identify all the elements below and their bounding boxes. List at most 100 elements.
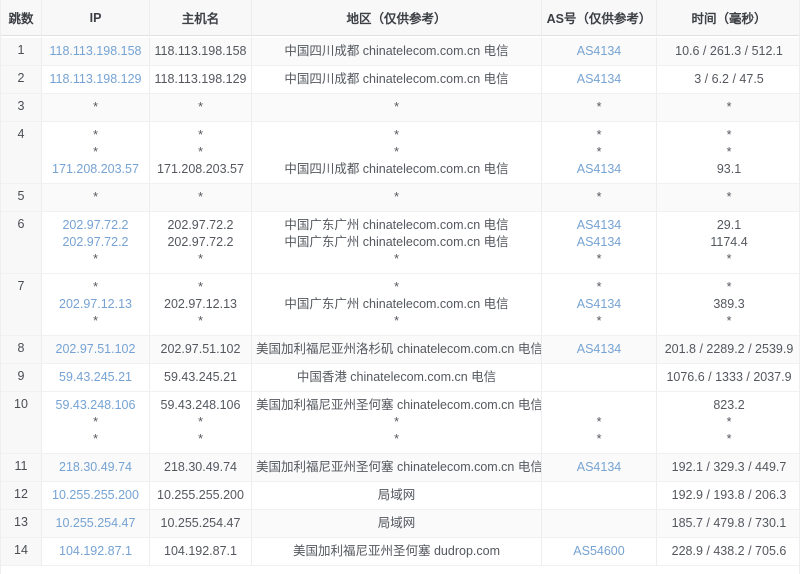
ip-link[interactable]: 202.97.12.13 [59,297,132,311]
region-text: * [394,190,399,204]
region-line: 局域网 [256,487,537,504]
hop-number: 4 [1,122,41,184]
asn-text: * [596,145,602,159]
ip-line: 59.43.245.21 [46,369,145,386]
asn-line [546,487,652,504]
ip-cell: 59.43.248.106 * * [41,392,149,454]
time-text: * [726,100,732,114]
region-text: 中国香港 chinatelecom.com.cn 电信 [296,370,497,384]
ip-link[interactable]: 118.113.198.129 [49,72,142,86]
hostname-text: * [198,190,203,204]
asn-link[interactable]: AS4134 [576,162,622,176]
hostname-line: * [154,127,247,144]
ip-link[interactable]: 59.43.245.21 [59,370,132,384]
time-line: 185.7 / 479.8 / 730.1 [661,515,797,532]
asn-line: AS4134 [546,161,652,178]
region-line: 中国香港 chinatelecom.com.cn 电信 [256,369,537,386]
asn-link[interactable]: AS54600 [573,544,625,558]
asn-link[interactable]: AS4134 [576,44,622,58]
hop-number: 14 [1,538,41,566]
hostname-line: 104.192.87.1 [154,543,247,560]
hostname-cell: 104.192.87.1 [149,538,251,566]
region-text: 美国加利福尼亚州圣何塞 dudrop.com [293,544,500,558]
ip-link[interactable]: 202.97.72.2 [62,235,129,249]
table-row: 4 * * 171.208.203.57 * * 171.208.203.57 * * 中国四川成… [1,122,799,184]
asn-text: * [596,190,602,204]
ip-line: * [46,144,145,161]
time-cell: 3 / 6.2 / 47.5 [656,66,799,94]
time-text: 192.1 / 329.3 / 449.7 [671,460,787,474]
ip-link[interactable]: 118.113.198.158 [49,44,142,58]
asn-cell: * AS4134 * [541,274,656,336]
ip-text: * [93,415,98,429]
table-row: 1 118.113.198.158 118.113.198.158 中国四川成都 ch… [1,36,799,66]
asn-link[interactable]: AS4134 [576,460,622,474]
region-text: 中国四川成都 chinatelecom.com.cn 电信 [284,44,509,58]
time-line: 1174.4 [661,234,797,251]
region-line: * [256,251,537,268]
time-line: * [661,144,797,161]
time-text: 823.2 [713,398,745,412]
asn-link[interactable]: AS4134 [576,218,622,232]
ip-link[interactable]: 202.97.72.2 [62,218,129,232]
asn-line: AS4134 [546,296,652,313]
hostname-line: * [154,189,247,206]
hop-number: 12 [1,482,41,510]
column-header-hop: 跳数 [1,0,41,36]
ip-line: 59.43.248.106 [46,397,145,414]
region-cell: * * 中国四川成都 chinatelecom.com.cn 电信 [251,122,541,184]
asn-link[interactable]: AS4134 [576,342,622,356]
hostname-text: * [198,252,203,266]
ip-cell: 59.43.245.21 [41,364,149,392]
hostname-cell: 59.43.245.21 [149,364,251,392]
hostname-line: 59.43.245.21 [154,369,247,386]
hostname-line: * [154,313,247,330]
column-header-ip: IP [41,0,149,36]
time-text: * [726,190,732,204]
ip-link[interactable]: 218.30.49.74 [59,460,132,474]
time-text: * [726,145,732,159]
region-line: 局域网 [256,515,537,532]
time-text: * [726,432,732,446]
table-row: 2 118.113.198.129 118.113.198.129 中国四川成都 ch… [1,66,799,94]
ip-link[interactable]: 104.192.87.1 [59,544,132,558]
hostname-line: 59.43.248.106 [154,397,247,414]
table-body: 1 118.113.198.158 118.113.198.158 中国四川成都 ch… [1,36,799,566]
hostname-text: 104.192.87.1 [164,544,237,558]
hop-number: 13 [1,510,41,538]
region-line: * [256,313,537,330]
ip-line: * [46,99,145,116]
hostname-text: * [198,415,203,429]
table-row: 5 * * * * * [1,184,799,212]
ip-line: * [46,414,145,431]
hostname-cell: * * 171.208.203.57 [149,122,251,184]
region-line: 美国加利福尼亚州圣何塞 chinatelecom.com.cn 电信 [256,459,541,476]
region-cell: 中国香港 chinatelecom.com.cn 电信 [251,364,541,392]
hostname-text: 118.113.198.129 [154,72,247,86]
hostname-cell: 10.255.255.200 [149,482,251,510]
ip-link[interactable]: 10.255.255.200 [52,488,139,502]
hostname-cell: 10.255.254.47 [149,510,251,538]
ip-link[interactable]: 171.208.203.57 [52,162,139,176]
ip-link[interactable]: 202.97.51.102 [55,342,136,356]
hostname-cell: * 202.97.12.13 * [149,274,251,336]
ip-line: 10.255.255.200 [46,487,145,504]
region-text: * [394,252,399,266]
asn-link[interactable]: AS4134 [576,72,622,86]
region-text: * [394,100,399,114]
asn-link[interactable]: AS4134 [576,297,622,311]
region-text: 局域网 [377,516,416,530]
region-line: * [256,431,537,448]
hostname-cell: 118.113.198.129 [149,66,251,94]
time-text: 29.1 [716,218,742,232]
region-text: 美国加利福尼亚州圣何塞 chinatelecom.com.cn 电信 [256,460,541,474]
region-text: * [394,145,399,159]
asn-line: * [546,127,652,144]
ip-link[interactable]: 10.255.254.47 [55,516,136,530]
time-cell: 10.6 / 261.3 / 512.1 [656,36,799,66]
table-row: 9 59.43.245.21 59.43.245.21 中国香港 chinatelec… [1,364,799,392]
asn-link[interactable]: AS4134 [576,235,622,249]
time-line: * [661,279,797,296]
hostname-line: 202.97.12.13 [154,296,247,313]
ip-link[interactable]: 59.43.248.106 [55,398,136,412]
